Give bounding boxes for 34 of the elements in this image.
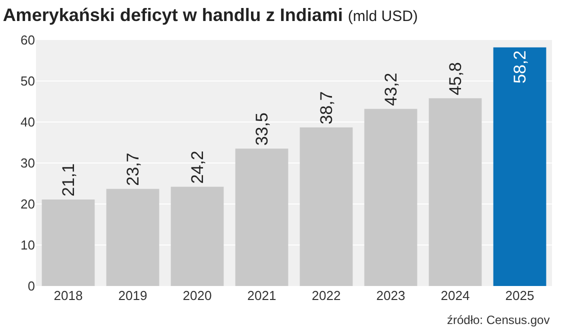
bar	[364, 108, 418, 286]
bar	[170, 186, 224, 286]
x-tick-label: 2024	[440, 288, 470, 303]
text: źródło: Census.gov	[447, 313, 550, 327]
bar	[235, 148, 288, 286]
bar	[42, 199, 95, 286]
data-label: 45,8	[446, 62, 465, 96]
x-tick-label: 2025	[505, 288, 534, 303]
chart-subtitle: (mld USD)	[348, 8, 418, 25]
x-tick-label: 2020	[182, 288, 212, 303]
y-tick-label: 60	[20, 32, 35, 48]
y-tick-label: 30	[20, 156, 35, 171]
bar	[493, 47, 546, 286]
data-label: 24,2	[188, 150, 207, 184]
y-tick-label: 50	[20, 74, 35, 89]
y-tick-label: 40	[20, 114, 35, 130]
bar	[300, 127, 353, 286]
bar	[428, 98, 482, 286]
data-label: 21,1	[58, 163, 78, 196]
bar	[106, 188, 160, 286]
x-tick-label: 2019	[118, 288, 148, 303]
data-label: 33,5	[252, 112, 272, 146]
y-tick-label: 10	[20, 238, 35, 253]
y-tick-label: 20	[20, 196, 35, 212]
x-tick-label: 2021	[247, 288, 276, 303]
data-label: 23,7	[123, 152, 142, 186]
chart-title: Amerykański deficyt w handlu z Indiami	[2, 4, 343, 25]
data-label: 38,7	[316, 91, 336, 124]
y-tick-label: 0	[28, 278, 35, 294]
x-tick-label: 2018	[54, 288, 83, 303]
data-label: 58,2	[510, 50, 530, 84]
x-tick-label: 2022	[312, 288, 341, 303]
x-tick-label: 2023	[376, 288, 406, 303]
data-label: 43,2	[381, 72, 400, 106]
